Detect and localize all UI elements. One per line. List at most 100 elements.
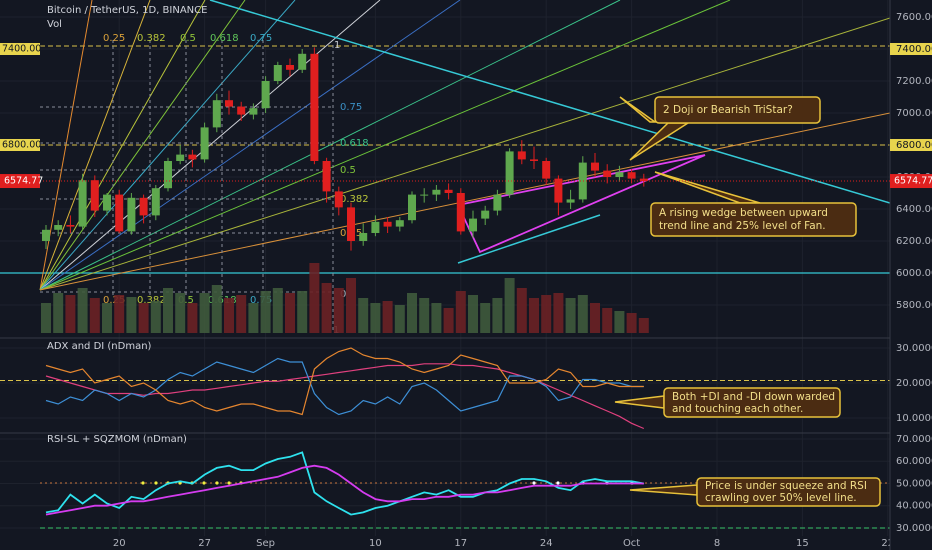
callout-box bbox=[663, 387, 841, 418]
fib-label: 1 bbox=[334, 40, 340, 51]
volume-bar bbox=[114, 295, 125, 333]
level-tag bbox=[0, 43, 40, 55]
volume-bar bbox=[223, 298, 234, 333]
candle-body bbox=[395, 220, 404, 227]
fan-label: 0.5 bbox=[178, 295, 194, 306]
candle-body bbox=[456, 193, 465, 232]
fib-label: 0.618 bbox=[340, 138, 369, 149]
volume-bar bbox=[211, 285, 222, 333]
volume-bar bbox=[443, 308, 454, 333]
volume-bar bbox=[626, 313, 637, 333]
candle-body bbox=[200, 127, 209, 160]
candle-body bbox=[578, 162, 587, 200]
volume-bar bbox=[504, 278, 515, 333]
volume-bar bbox=[260, 291, 271, 333]
volume-bar bbox=[40, 303, 51, 333]
volume-bar bbox=[126, 297, 137, 333]
y-tick-label: 7600.00 bbox=[896, 12, 932, 23]
candle-body bbox=[517, 151, 526, 160]
fib-grid bbox=[40, 40, 334, 330]
x-tick-label: Sep bbox=[256, 538, 275, 549]
x-tick-label: 22 bbox=[881, 538, 894, 549]
trend-line bbox=[209, 0, 891, 204]
volume-bar bbox=[455, 291, 466, 333]
candle-body bbox=[176, 154, 185, 161]
candle-body bbox=[505, 151, 514, 195]
y-tick-label: 10.0000 bbox=[896, 413, 932, 424]
fan-line bbox=[39, 17, 891, 291]
x-tick-label: 17 bbox=[454, 538, 467, 549]
volume-bar bbox=[602, 308, 613, 333]
headers: Bitcoin / TetherUS, 1D, BINANCE Vol ADX … bbox=[47, 5, 207, 445]
candle-body bbox=[188, 154, 197, 160]
level-tag bbox=[890, 139, 932, 151]
level-tag bbox=[890, 43, 932, 55]
volume-bar bbox=[358, 298, 369, 333]
candle-body bbox=[224, 100, 233, 107]
candle-body bbox=[468, 218, 477, 232]
x-tick-label: Oct bbox=[623, 538, 640, 549]
candle-body bbox=[627, 172, 636, 179]
trend-line bbox=[457, 214, 601, 264]
volume-bar bbox=[162, 288, 173, 333]
volume-bar bbox=[309, 263, 320, 333]
callout-box bbox=[654, 96, 821, 124]
candle-body bbox=[615, 172, 624, 177]
callout-pointer bbox=[619, 96, 658, 123]
volume-bar bbox=[614, 311, 625, 333]
candle-body bbox=[249, 108, 258, 115]
candle-body bbox=[420, 194, 429, 196]
y-tick-label: 30.0000 bbox=[896, 523, 932, 534]
volume-bar bbox=[284, 293, 295, 333]
fan-label: 0.5 bbox=[180, 33, 196, 44]
y-tick-label: 30.0000 bbox=[896, 343, 932, 354]
y-tick-label: 6000.00 bbox=[896, 268, 932, 279]
level-label: 6800.00 bbox=[2, 140, 41, 151]
candle-body bbox=[603, 170, 612, 177]
level-label: 6800.00 bbox=[896, 140, 932, 151]
volume-bar bbox=[272, 288, 283, 333]
callout-text: crawling over 50% level line. bbox=[705, 492, 857, 504]
fan-line bbox=[39, 0, 151, 291]
x-tick-label: 10 bbox=[369, 538, 382, 549]
level-tag bbox=[0, 139, 40, 151]
squeeze-dot bbox=[154, 481, 158, 485]
level-label: 7400.00 bbox=[2, 44, 41, 55]
fan-line bbox=[39, 0, 93, 291]
volume-bar bbox=[382, 301, 393, 333]
candle-body bbox=[407, 194, 416, 221]
y-tick-label: 5800.00 bbox=[896, 300, 932, 311]
volume-bar bbox=[187, 303, 198, 333]
volume-bar bbox=[565, 298, 576, 333]
fan-label: 0.618 bbox=[208, 295, 237, 306]
volume-label: Vol bbox=[47, 19, 62, 30]
fan-label: 0.382 bbox=[137, 295, 166, 306]
volume-bar bbox=[467, 295, 478, 333]
x-tick-label: 24 bbox=[540, 538, 553, 549]
last-price-tag bbox=[0, 174, 40, 189]
last-price-label: 6574.77 bbox=[4, 176, 43, 187]
candle-body bbox=[261, 81, 270, 109]
candle-body bbox=[444, 189, 453, 193]
candle-body bbox=[530, 159, 538, 161]
fan-label: 0.25 bbox=[103, 33, 125, 44]
volume-bar bbox=[553, 293, 564, 333]
candle-body bbox=[639, 178, 648, 182]
candle-body bbox=[163, 161, 172, 189]
candle-body bbox=[542, 161, 551, 179]
y-tick-label: 60.0000 bbox=[896, 456, 932, 467]
callout-text: trend line and 25% level of Fan. bbox=[659, 220, 826, 232]
candle-body bbox=[371, 221, 380, 233]
volume-bar bbox=[345, 278, 356, 333]
callout-box bbox=[696, 477, 881, 507]
candle-body bbox=[54, 225, 63, 230]
level-label: 7400.00 bbox=[896, 44, 932, 55]
candle-body bbox=[322, 161, 331, 192]
volume-bar bbox=[89, 298, 100, 333]
volume-bar bbox=[370, 303, 381, 333]
candle-body bbox=[346, 207, 355, 241]
y-tick-label: 6400.00 bbox=[896, 204, 932, 215]
candle-body bbox=[493, 194, 502, 211]
volume-bar bbox=[138, 303, 149, 333]
